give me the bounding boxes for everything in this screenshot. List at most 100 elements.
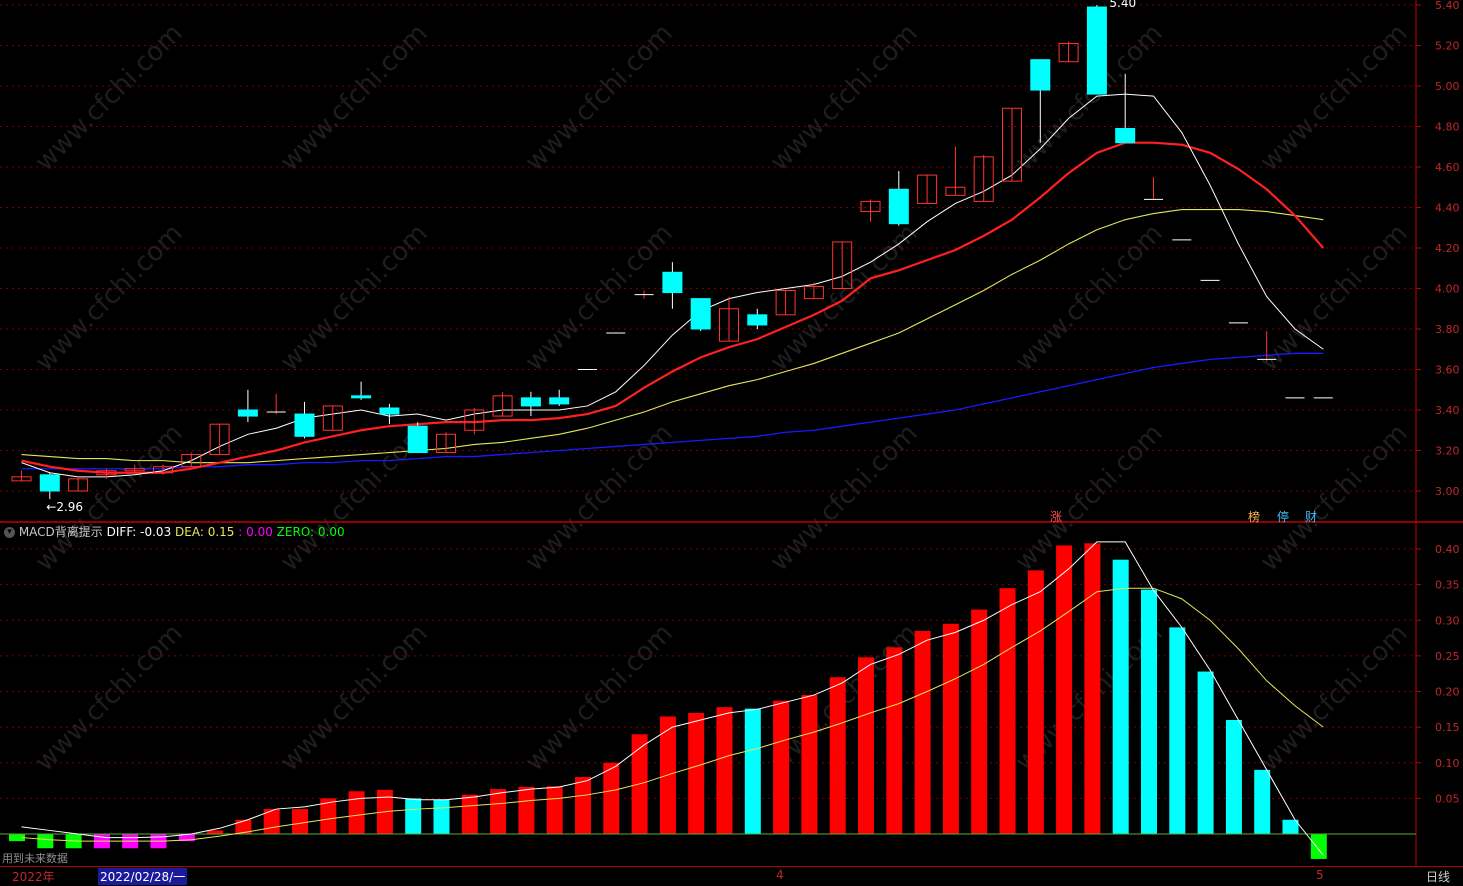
macd-bar: [178, 834, 195, 842]
high-price-label: 5.40: [1109, 0, 1136, 10]
marker-zhang[interactable]: 涨: [1050, 510, 1063, 524]
macd-bar: [1254, 769, 1271, 834]
candle-body: [803, 285, 824, 300]
candle-body: [96, 470, 117, 476]
price-tick-label: 3.40: [1435, 404, 1460, 417]
macd-zero: ZERO: 0.00: [276, 525, 345, 539]
chevron-down-icon[interactable]: ▾: [4, 527, 15, 538]
macd-tick-label: 0.05: [1435, 792, 1460, 805]
macd-tick-label: 0.35: [1435, 579, 1460, 592]
macd-bar: [1225, 720, 1242, 834]
candle-body: [153, 466, 173, 474]
candle-body: [407, 425, 428, 454]
candle-body: [1115, 128, 1136, 144]
macd-bar: [348, 791, 365, 834]
macd-tick-label: 0.15: [1435, 721, 1460, 734]
macd-bar: [1056, 545, 1073, 834]
macd-bar: [1282, 819, 1299, 834]
watermark-text: www.cfchi.com: [30, 218, 189, 377]
watermark-text: www.cfchi.com: [1255, 18, 1414, 177]
price-tick-label: 5.20: [1435, 40, 1460, 53]
watermark-text: www.cfchi.com: [275, 218, 434, 377]
macd-tick-label: 0.40: [1435, 543, 1460, 556]
candle-body: [124, 468, 145, 472]
macd-tick-label: 0.20: [1435, 686, 1460, 699]
marker-cai[interactable]: 财: [1305, 510, 1318, 524]
watermark-text: www.cfchi.com: [1255, 418, 1414, 577]
macd-bar: [575, 777, 591, 834]
price-tick-label: 3.00: [1435, 485, 1460, 498]
marker-bang[interactable]: 榜: [1248, 510, 1261, 524]
marker-ting[interactable]: 停: [1277, 510, 1290, 524]
macd-tick-label: 0.30: [1435, 614, 1460, 627]
watermark-text: www.cfchi.com: [765, 18, 924, 177]
watermark-text: www.cfchi.com: [30, 418, 189, 577]
candle-body: [492, 395, 513, 417]
candle-body: [11, 476, 32, 482]
macd-bar: [207, 830, 224, 834]
candle-body: [662, 271, 683, 294]
cursor-date: 2022/02/28/一: [98, 868, 188, 885]
macd-bar: [263, 809, 280, 834]
watermark-text: www.cfchi.com: [1255, 218, 1414, 377]
macd-bar: [320, 798, 337, 834]
macd-bar: [1310, 834, 1327, 859]
watermark-text: www.cfchi.com: [520, 418, 679, 577]
candle-body: [549, 397, 570, 405]
price-tick-label: 4.80: [1435, 121, 1460, 134]
macd-bar: [1112, 559, 1129, 834]
period-label[interactable]: 日线: [1426, 870, 1451, 884]
watermark-text: www.cfchi.com: [1010, 218, 1169, 377]
ma60-line: [21, 352, 1324, 470]
month-4-label: 4: [776, 868, 784, 882]
future-data-note: 用到未来数据: [2, 852, 68, 865]
macd-bar: [1141, 589, 1157, 834]
price-tick-label: 4.20: [1435, 242, 1460, 255]
macd-bar: [688, 712, 705, 834]
price-tick-label: 5.40: [1435, 0, 1460, 12]
macd-name: MACD背离提示: [18, 525, 103, 539]
candle-body: [237, 409, 258, 417]
candle-body: [436, 433, 456, 454]
price-tick-label: 4.60: [1435, 161, 1460, 174]
macd-tick-label: 0.25: [1435, 650, 1460, 663]
macd-bar: [858, 657, 874, 834]
date-axis-bar: 2022年 2022/02/28/一 4 5 日线: [0, 866, 1463, 886]
price-tick-label: 5.00: [1435, 80, 1460, 93]
watermark-text: www.cfchi.com: [520, 18, 679, 177]
candle-body: [917, 174, 938, 204]
candle-body: [1030, 59, 1051, 91]
low-price-label: ←2.96: [46, 500, 83, 514]
watermark-text: www.cfchi.com: [765, 418, 924, 577]
macd-bar: [1197, 671, 1214, 834]
ma20-line: [21, 208, 1324, 464]
candle-body: [832, 241, 853, 290]
year-label: 2022年: [12, 870, 55, 884]
candle-body: [888, 188, 909, 225]
candle-body: [520, 397, 541, 407]
candle-body: [351, 395, 372, 399]
ma10-line: [21, 141, 1325, 474]
candle-body: [294, 413, 315, 437]
macd-bar: [433, 799, 450, 834]
candle-body: [945, 186, 966, 196]
candle-body: [1058, 42, 1079, 63]
price-tick-label: 3.60: [1435, 364, 1460, 377]
macd-header: ▾ MACD背离提示 DIFF: -0.03 DEA: 0.15 : 0.00 …: [4, 523, 345, 540]
watermark-text: www.cfchi.com: [520, 618, 679, 777]
watermark-text: www.cfchi.com: [30, 18, 189, 177]
candle-body: [322, 405, 343, 431]
macd-bar: [744, 708, 761, 834]
macd-bar: [801, 695, 818, 834]
macd-tick-label: 0.10: [1435, 757, 1460, 770]
candle-body: [209, 423, 230, 456]
macd-bar: [235, 819, 252, 834]
candle-body: [973, 156, 994, 202]
macd-bar: [886, 647, 903, 834]
macd-bar: [1027, 570, 1044, 834]
candle-body: [464, 409, 485, 431]
macd-dea: DEA: 0.15: [175, 525, 235, 539]
macd-value: : 0.00: [238, 525, 273, 539]
watermark-text: www.cfchi.com: [1255, 618, 1414, 777]
